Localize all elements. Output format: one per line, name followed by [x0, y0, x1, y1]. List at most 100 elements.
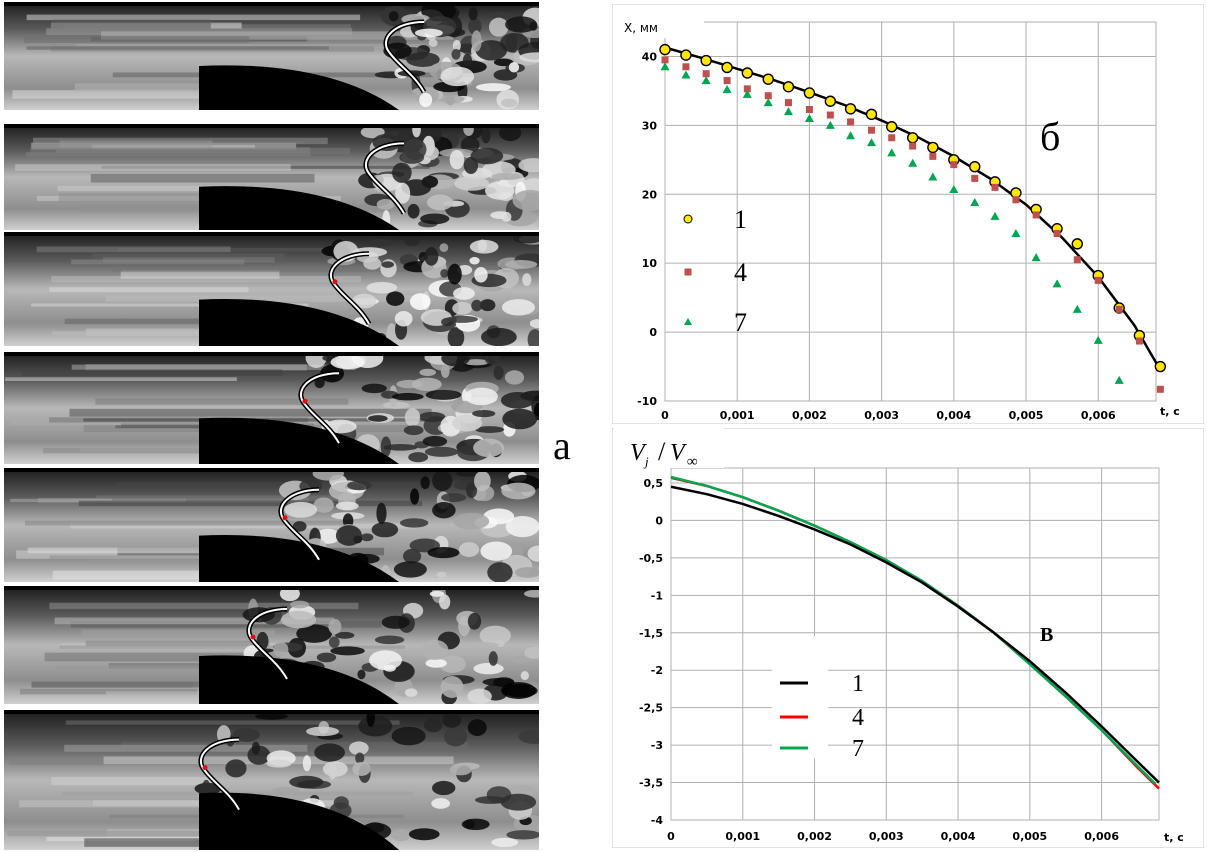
chart-b-point-series-4 — [950, 161, 958, 169]
chart-b-legend-marker — [684, 268, 692, 276]
chart-b-point-series-4 — [1073, 256, 1081, 264]
chart-b-legend-label: 7 — [734, 308, 747, 337]
chart-b-point-series-7 — [742, 89, 752, 98]
chart-b-legend-marker — [684, 318, 692, 325]
chart-b-point-series-1 — [906, 132, 919, 144]
chart-b-grid — [664, 21, 1157, 402]
chart-b-point-series-1 — [844, 103, 857, 115]
chart-b-point-series-4 — [826, 111, 834, 119]
chart-b-point-series-7 — [970, 198, 980, 207]
chart-b-point-series-7 — [1093, 335, 1103, 344]
chart-b-point-series-1 — [803, 87, 816, 99]
chart-b-point-series-7 — [825, 120, 835, 129]
b-x-tick-label: 0,006 — [1081, 409, 1116, 422]
chart-b-point-series-7 — [681, 70, 691, 79]
v-x-tick-label: 0,004 — [941, 830, 976, 843]
photo-frame — [4, 352, 539, 464]
chart-b-point-series-4 — [784, 99, 792, 107]
chart-b-point-series-7 — [1072, 304, 1082, 313]
chart-b-point-series-4 — [702, 70, 710, 78]
chart-b-plot — [659, 43, 1167, 393]
chart-b-point-series-1 — [700, 54, 712, 67]
chart-b-point-series-7 — [763, 98, 773, 107]
chart-b-point-series-4 — [723, 77, 731, 85]
chart-b: 0 0,001 0,002 0,003 0,004 0,005 0,006 -10 0 10 20 3… — [612, 4, 1204, 424]
chart-b-point-series-7 — [1114, 375, 1124, 384]
chart-b-point-series-7 — [928, 172, 938, 181]
v-x-tick-label: 0 — [667, 830, 675, 843]
chart-b-point-series-4 — [971, 174, 979, 182]
chart-b-point-series-7 — [908, 158, 918, 167]
chart-b-point-series-7 — [1052, 279, 1062, 288]
chart-b-point-series-7 — [846, 131, 856, 140]
ylabel-j: j — [643, 454, 649, 469]
chart-b-tick-labels: 0 0,001 0,002 0,003 0,004 0,005 0,006 -10 0 10 20 3… — [637, 50, 1116, 422]
v-y-tick-label: -4 — [651, 814, 664, 827]
chart-b-point-series-1 — [1071, 238, 1083, 250]
chart-b-legend: 1 4 7 — [683, 205, 747, 337]
chart-v: 0 0,001 0,002 0,003 0,004 0,005 0,006 -4 -3,5 -3 -… — [612, 428, 1204, 848]
chart-b-point-series-4 — [868, 126, 876, 134]
chart-b-point-series-4 — [1012, 196, 1020, 204]
chart-b-point-series-1 — [721, 61, 733, 74]
chart-b-point-series-4 — [1032, 211, 1040, 219]
chart-b-point-series-7 — [990, 211, 1000, 220]
v-y-tick-label: -3,5 — [639, 777, 663, 790]
b-x-tick-label: 0,003 — [864, 409, 899, 422]
chart-b-point-series-4 — [764, 92, 772, 100]
photo-frame — [4, 124, 539, 230]
chart-b-point-series-4 — [888, 134, 896, 142]
chart-b-point-series-4 — [1053, 230, 1061, 238]
chart-v-panel-label: В — [1040, 624, 1053, 646]
chart-v-tick-labels: 0 0,001 0,002 0,003 0,004 0,005 0,006 -4 -3,5 -3 -… — [639, 477, 1119, 843]
v-x-tick-label: 0,002 — [797, 830, 832, 843]
chart-b-legend-label: 1 — [734, 205, 747, 234]
photo-frame — [4, 468, 539, 582]
chart-v-line-series-1 — [670, 485, 1160, 784]
chart-b-point-series-4 — [991, 183, 999, 191]
chart-v-legend: 1 4 7 — [772, 636, 864, 762]
chart-b-y-axis-label: X, мм — [624, 21, 658, 35]
v-y-tick-label: 0,5 — [644, 477, 664, 490]
b-y-tick-label: 10 — [642, 257, 658, 270]
chart-b-point-series-7 — [701, 76, 711, 85]
chart-b-point-series-7 — [887, 148, 897, 157]
chart-b-panel-label: б — [1040, 114, 1060, 159]
chart-v-legend-label: 4 — [852, 705, 864, 731]
chart-b-point-series-7 — [660, 62, 670, 71]
chart-v-y-axis-label: V j / V ∞ — [630, 437, 698, 470]
chart-b-point-series-4 — [1094, 276, 1102, 284]
chart-b-point-series-1 — [1154, 360, 1167, 373]
v-x-tick-label: 0,006 — [1084, 830, 1119, 843]
chart-b-point-series-4 — [909, 142, 917, 150]
b-x-tick-label: 0,002 — [792, 409, 827, 422]
chart-b-point-series-4 — [1156, 385, 1164, 393]
chart-b-point-series-4 — [661, 56, 669, 64]
chart-v-grid — [670, 467, 1160, 821]
photo-frame — [4, 586, 539, 704]
chart-b-point-series-1 — [762, 73, 774, 85]
v-y-tick-label: -2,5 — [639, 702, 663, 715]
chart-v-line-series-7 — [670, 475, 1157, 785]
v-x-tick-label: 0,003 — [869, 830, 904, 843]
photo-sequence — [0, 0, 545, 852]
v-y-tick-label: 0 — [655, 514, 663, 527]
chart-b-point-series-4 — [805, 106, 813, 114]
chart-v-legend-label: 1 — [852, 671, 864, 697]
chart-b-x-axis-label: t, c — [1160, 405, 1180, 418]
chart-b-point-series-1 — [927, 141, 939, 154]
chart-b-point-series-1 — [680, 49, 692, 61]
ylabel-v: V — [630, 440, 647, 466]
photo-frame — [4, 2, 539, 110]
chart-b-point-series-7 — [804, 113, 814, 122]
ylabel-slash: / — [658, 437, 666, 466]
v-y-tick-label: -3 — [651, 739, 663, 752]
ylabel-inf: ∞ — [687, 454, 698, 470]
ylabel-vinf: V — [670, 440, 687, 466]
chart-v-x-axis-label: t, c — [1164, 831, 1184, 844]
chart-b-point-series-7 — [949, 184, 959, 193]
b-y-tick-label: 40 — [642, 50, 658, 63]
chart-b-legend-marker — [683, 214, 693, 224]
chart-b-point-series-1 — [969, 161, 981, 173]
v-y-tick-label: -1,5 — [639, 627, 663, 640]
